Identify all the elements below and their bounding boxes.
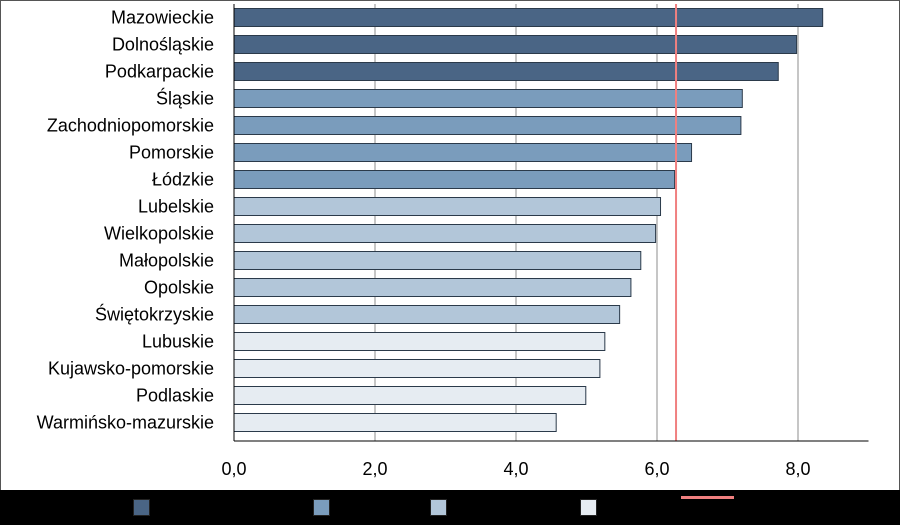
legend <box>0 490 900 525</box>
bar-13 <box>233 332 606 351</box>
bar-4 <box>233 89 743 108</box>
category-label-16: Warmińsko-mazurskie <box>37 413 214 433</box>
category-label-3: Podkarpackie <box>105 62 214 82</box>
bar-6 <box>233 143 693 162</box>
bar-5 <box>233 116 742 135</box>
bar-3 <box>233 62 779 81</box>
x-tick-label-2: 4,0 <box>503 459 528 479</box>
bar-12 <box>233 305 621 324</box>
category-label-10: Małopolskie <box>119 251 214 271</box>
x-tick-label-3: 6,0 <box>644 459 669 479</box>
bar-15 <box>233 386 587 405</box>
bar-2 <box>233 35 798 54</box>
category-label-7: Łódzkie <box>152 170 214 190</box>
category-label-1: Mazowieckie <box>111 8 214 28</box>
legend-swatch-group-1 <box>133 499 150 516</box>
bar-7 <box>233 170 676 189</box>
legend-swatch-group-2 <box>313 499 330 516</box>
legend-reference-line <box>681 496 734 499</box>
category-label-9: Wielkopolskie <box>104 224 214 244</box>
bar-chart: Mazowieckie Dolnośląskie Podkarpackie Śląsk… <box>37 4 869 479</box>
category-label-14: Kujawsko-pomorskie <box>48 359 214 379</box>
bar-1 <box>233 8 824 27</box>
bar-8 <box>233 197 662 216</box>
x-tick-label-4: 8,0 <box>785 459 810 479</box>
bar-11 <box>233 278 632 297</box>
category-label-12: Świętokrzyskie <box>95 304 214 325</box>
bar-14 <box>233 359 601 378</box>
category-label-2: Dolnośląskie <box>112 35 214 55</box>
x-tick-label-0: 0,0 <box>221 459 246 479</box>
category-label-8: Lubelskie <box>138 197 214 217</box>
category-label-11: Opolskie <box>144 278 214 298</box>
legend-swatch-group-3 <box>430 499 447 516</box>
legend-swatch-group-4 <box>580 499 597 516</box>
category-label-13: Lubuskie <box>142 332 214 352</box>
bar-16 <box>233 413 557 432</box>
x-tick-label-1: 2,0 <box>362 459 387 479</box>
category-label-4: Śląskie <box>156 88 214 109</box>
category-label-5: Zachodniopomorskie <box>47 116 214 136</box>
category-label-15: Podlaskie <box>136 386 214 406</box>
bar-9 <box>233 224 657 243</box>
bar-10 <box>233 251 642 270</box>
category-label-6: Pomorskie <box>129 143 214 163</box>
